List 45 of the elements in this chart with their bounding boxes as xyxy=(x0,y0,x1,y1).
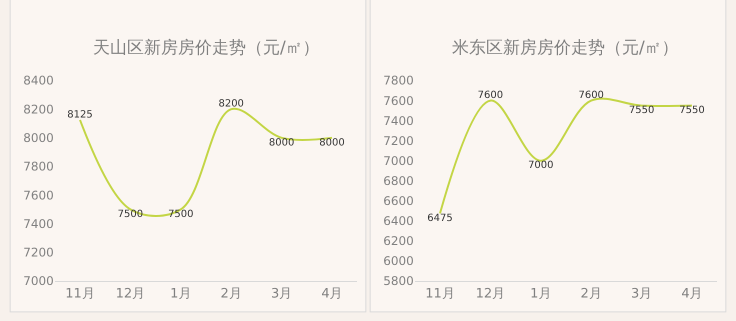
x-tick-label: 11月 xyxy=(425,286,455,302)
x-tick-label: 1月 xyxy=(530,286,552,302)
y-tick-label: 7600 xyxy=(383,94,414,108)
y-tick-label: 8200 xyxy=(23,102,54,116)
x-tick-label: 2月 xyxy=(580,286,602,302)
x-tick-label: 3月 xyxy=(270,286,292,302)
x-tick-label: 1月 xyxy=(170,286,192,302)
x-tick-label: 12月 xyxy=(116,286,146,302)
x-tick-label: 3月 xyxy=(630,286,652,302)
y-tick-label: 7000 xyxy=(383,154,414,168)
data-label: 7600 xyxy=(478,90,504,102)
data-label: 7550 xyxy=(679,105,705,116)
data-label: 8000 xyxy=(319,137,345,148)
y-tick-label: 7800 xyxy=(23,160,54,174)
y-tick-label: 6600 xyxy=(383,194,414,208)
data-label: 7550 xyxy=(628,105,654,116)
chart-title: 米东区新房房价走势（元/㎡） xyxy=(452,38,679,58)
x-tick-label: 11月 xyxy=(65,286,95,302)
x-tick-label: 4月 xyxy=(681,286,703,302)
data-label: 7600 xyxy=(578,90,604,102)
data-label: 7500 xyxy=(118,208,144,220)
y-tick-label: 8400 xyxy=(23,74,54,88)
x-tick-label: 2月 xyxy=(220,286,242,302)
y-tick-label: 5800 xyxy=(383,274,414,288)
y-tick-label: 7000 xyxy=(23,274,54,288)
y-tick-label: 6000 xyxy=(383,254,414,268)
data-label: 6475 xyxy=(427,212,453,224)
y-tick-label: 7200 xyxy=(23,246,54,260)
y-tick-label: 7800 xyxy=(383,74,414,88)
data-label: 8125 xyxy=(67,109,93,120)
data-label: 7500 xyxy=(168,208,194,220)
chart-title: 天山区新房房价走势（元/㎡） xyxy=(93,38,320,58)
y-tick-label: 6400 xyxy=(383,214,414,228)
data-label: 8200 xyxy=(218,98,244,110)
x-tick-label: 12月 xyxy=(476,286,506,302)
x-tick-label: 4月 xyxy=(321,286,343,302)
y-tick-label: 6200 xyxy=(383,234,414,248)
y-tick-label: 7200 xyxy=(383,134,414,148)
y-tick-label: 6800 xyxy=(383,174,414,188)
y-tick-label: 7600 xyxy=(23,188,54,202)
data-label: 7000 xyxy=(528,160,554,172)
y-tick-label: 7400 xyxy=(383,114,414,128)
y-tick-label: 7400 xyxy=(23,216,54,231)
data-label: 8000 xyxy=(268,137,294,148)
y-tick-label: 8000 xyxy=(23,131,54,146)
